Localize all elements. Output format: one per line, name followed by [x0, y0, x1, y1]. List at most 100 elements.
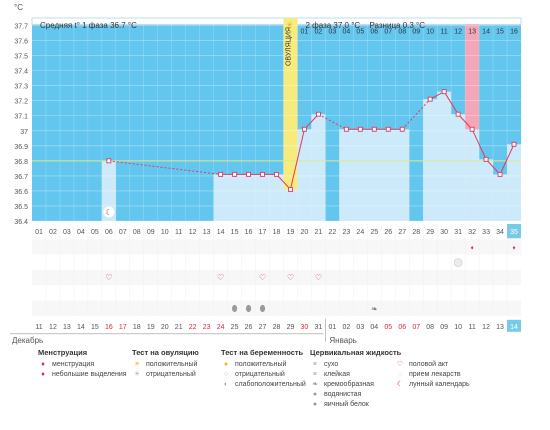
temperature-bar [101, 160, 116, 221]
line-segment [304, 113, 319, 130]
date-label: 12 [49, 324, 57, 331]
temperature-point [399, 126, 405, 132]
mucus-egg-white-icon [259, 304, 266, 313]
temperature-bar [339, 129, 354, 221]
sun-negative-icon: ☀ [133, 371, 141, 378]
date-label: 21 [175, 324, 183, 331]
top-day-label: 16 [510, 29, 518, 36]
top-day-label: 13 [468, 29, 476, 36]
y-axis: °C 36.4 36.5 36.6 36.7 36.8 36.9 37 37.1 37.2 37.… [14, 3, 28, 226]
event-row [32, 285, 521, 301]
cycle-day-label: 08 [133, 229, 141, 236]
legend-item-label: отрицательный [146, 371, 196, 378]
legend-item-label: положительный [146, 361, 198, 368]
temperature-bar [493, 174, 508, 221]
date-label: 16 [105, 324, 113, 331]
menstruation-drop-icon: ♦ [41, 361, 45, 368]
ovulation-label: ОВУЛЯЦИЯ [285, 27, 292, 66]
line-segment [443, 91, 459, 115]
event-rows [32, 224, 521, 316]
event-icons: ♦ ♦ ♡ ♡ ♡ ♡ ♡ ❧ ☾ [103, 206, 516, 314]
pill-icon: ◌ [397, 371, 403, 378]
mucus-creamy-icon: ❧ [371, 305, 378, 314]
legend-group-title: Тест на беременность [221, 348, 304, 357]
grid-lines [32, 24, 521, 222]
legend-item: ● яичный белок [310, 400, 401, 410]
y-tick-label: 37.3 [14, 84, 28, 91]
legend-group: Цервикальная жидкость × сухо × клейкая ❧ кремо… [310, 348, 401, 410]
date-label: 12 [482, 324, 490, 331]
cycle-day-label: 05 [91, 229, 99, 236]
ovulation-sun-icon: ☀ [285, 20, 293, 30]
top-day-label: 05 [356, 29, 364, 36]
top-day-label: 11 [441, 29, 448, 36]
legend-group-title [395, 348, 470, 357]
heart-icon: ♡ [105, 273, 112, 282]
mucus-dry-icon: × [312, 361, 318, 368]
temperature-point [106, 158, 112, 164]
mucus-egg-white-icon: ● [312, 401, 318, 408]
date-label: 14 [510, 324, 518, 331]
date-label: 22 [189, 324, 197, 331]
top-day-label: 08 [398, 29, 406, 36]
cycle-day-label: 25 [370, 229, 378, 236]
cycle-day-label: 22 [328, 229, 336, 236]
date-label: 09 [440, 324, 448, 331]
date-label: 10 [454, 324, 462, 331]
temperature-bar [451, 114, 466, 221]
temperature-point [260, 171, 265, 177]
y-tick-label: 36.9 [14, 144, 28, 151]
top-day-label: 10 [426, 29, 434, 36]
pregnancy-positive-icon: ● [223, 361, 229, 368]
temperature-bar [311, 114, 326, 221]
cycle-day-label: 19 [287, 229, 295, 236]
heart-icon: ♡ [396, 361, 404, 368]
legend-item: ◌ прием лекарств [395, 370, 470, 380]
temperature-point [469, 126, 475, 132]
date-label: 14 [77, 324, 85, 331]
date-label: 24 [217, 324, 225, 331]
y-tick-label: 37 [20, 129, 28, 136]
date-label: 07 [412, 324, 420, 331]
date-label: 15 [91, 324, 99, 331]
phase-difference: Разница 0.3 °C [369, 21, 425, 30]
legend-item-label: менструация [52, 361, 95, 368]
temperature-bar [507, 144, 521, 221]
temperature-point [427, 96, 433, 102]
legend-item-label: водянистая [324, 391, 362, 398]
temperature-bar [213, 174, 228, 221]
legend-item-label: лунный календарь [409, 381, 470, 388]
event-row [32, 224, 521, 240]
cycle-day-label: 23 [342, 229, 350, 236]
y-tick-label: 36.4 [14, 219, 28, 226]
date-label: 31 [315, 324, 323, 331]
cycle-day-label: 12 [189, 229, 197, 236]
legend-item: ○ отрицательный [221, 370, 306, 380]
temperature-point [497, 171, 503, 177]
cycle-day-label: 33 [482, 229, 490, 236]
date-label: 13 [63, 324, 71, 331]
spotting-drop-icon: ♦ [512, 245, 515, 251]
chart-header: Средняя t° 1 фаза 36.7 °C ☀ 2 фаза 37.0 … [40, 20, 425, 30]
date-label: 26 [245, 324, 253, 331]
top-day-label: 12 [454, 29, 462, 36]
moon-background [103, 206, 115, 218]
cycle-day-label: 01 [35, 229, 43, 236]
date-label: 23 [203, 324, 211, 331]
cycle-day-label: 26 [384, 229, 392, 236]
temperature-bar [255, 174, 270, 221]
temperature-point [441, 89, 447, 95]
cycle-day-label: 14 [217, 229, 225, 236]
top-day-label: 15 [496, 29, 504, 36]
temperature-point [455, 111, 461, 117]
temperature-bar [297, 129, 312, 221]
temperature-point [288, 186, 293, 192]
date-label: 27 [259, 324, 267, 331]
y-tick-label: 37.5 [14, 54, 28, 61]
mucus-egg-white-icon [231, 304, 238, 313]
line-segment [108, 160, 221, 175]
legend-item: ❧ кремообразная [310, 380, 401, 390]
line-segment [499, 144, 515, 175]
event-row [32, 254, 521, 270]
legend-item-label: отрицательный [235, 371, 285, 378]
